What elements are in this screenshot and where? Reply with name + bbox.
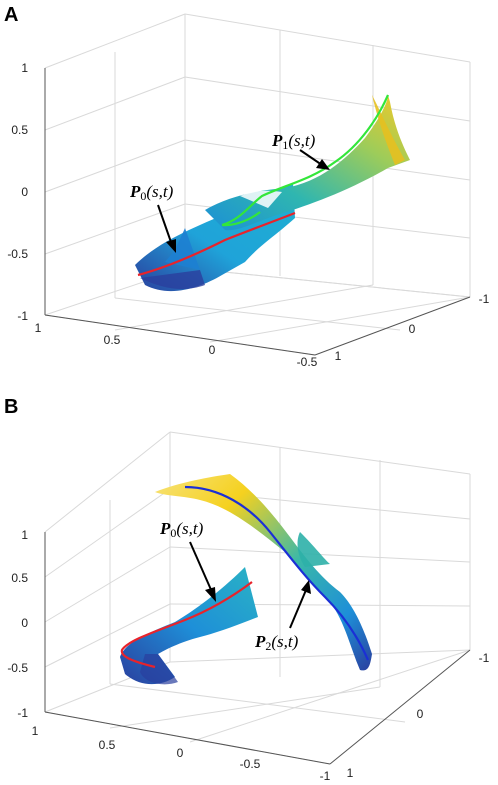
curve-p2-b [184, 485, 370, 661]
x-tick: 1 [32, 724, 39, 738]
z-tick: 0 [21, 185, 28, 199]
y-tick: -1 [479, 292, 490, 306]
y-tick: -1 [479, 651, 490, 665]
surface-p1-a [205, 95, 410, 231]
label-p0-b: P0(s,t) [159, 519, 204, 540]
surface-p2-b [155, 474, 372, 671]
z-tick: 0 [21, 616, 28, 630]
x-tick: -0.5 [297, 355, 318, 369]
surface-p0-b [120, 567, 258, 685]
plot-3d-b: 1 0.5 0 -0.5 -1 1 0.5 0 -0.5 -1 -1 0 1 P… [7, 431, 490, 783]
x-tick: 1 [35, 321, 42, 335]
grid-lines-a [44, 13, 471, 356]
curve-p1-a [221, 94, 390, 227]
grid-lines-b [44, 431, 471, 765]
axes-b [44, 532, 471, 765]
y-tick: 0 [417, 707, 424, 721]
label-p2-b: P2(s,t) [254, 632, 299, 653]
z-tick: 1 [21, 528, 28, 542]
x-tick: -0.5 [240, 757, 261, 771]
z-tick: 0.5 [11, 123, 28, 137]
y-tick: 0 [409, 322, 416, 336]
z-tick: -1 [17, 706, 28, 720]
z-tick: -0.5 [7, 247, 28, 261]
curve-p0-b [120, 581, 253, 669]
label-p0-a: P0(s,t) [129, 182, 174, 203]
panel-letter-b: B [4, 396, 19, 418]
figure-panel-a: A [0, 0, 498, 390]
z-tick: 0.5 [11, 571, 28, 585]
y-tick: 1 [335, 349, 342, 363]
curve-p0-a [137, 211, 296, 277]
arrow-p1-a [299, 149, 330, 170]
axes-a [44, 68, 471, 356]
arrow-p2-b [289, 580, 311, 629]
y-tick: 1 [347, 766, 354, 780]
plot-3d-a: 1 0.5 0 -0.5 -1 1 0.5 0 -0.5 -1 0 1 P0(s… [7, 13, 490, 369]
x-tick: 0.5 [104, 333, 121, 347]
z-tick: -1 [17, 309, 28, 323]
z-tick: 1 [21, 61, 28, 75]
arrow-p0-b [189, 541, 216, 602]
x-tick: 0 [177, 746, 184, 760]
z-tick: -0.5 [7, 661, 28, 675]
figure-panel-b: B [0, 392, 498, 785]
x-tick: 0.5 [99, 738, 116, 752]
panel-letter-a: A [4, 4, 19, 26]
x-tick: 0 [209, 343, 216, 357]
arrow-p0-a [157, 204, 176, 253]
x-tick: -1 [320, 769, 331, 783]
label-p1-a: P1(s,t) [271, 131, 316, 152]
curve-p1-a-tail [221, 211, 261, 227]
